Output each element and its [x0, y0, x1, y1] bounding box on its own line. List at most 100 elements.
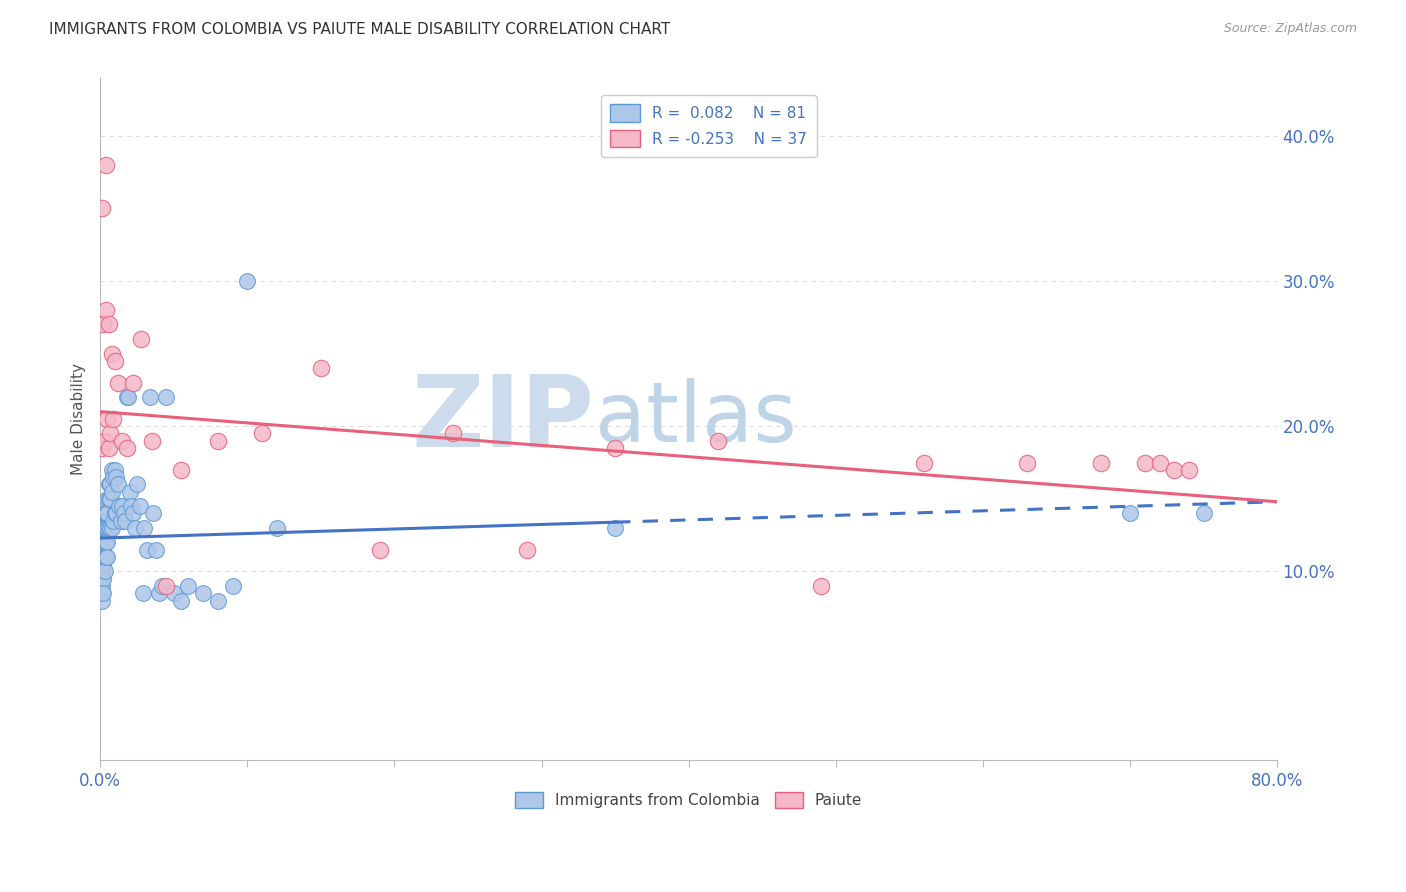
Point	[142, 507, 165, 521]
Point	[177, 579, 200, 593]
Point	[91, 586, 114, 600]
Point	[605, 521, 627, 535]
Point	[101, 484, 124, 499]
Point	[93, 565, 115, 579]
Point	[100, 521, 122, 535]
Point	[120, 499, 142, 513]
Point	[155, 390, 177, 404]
Point	[221, 579, 243, 593]
Point	[108, 499, 131, 513]
Point	[93, 507, 115, 521]
Point	[104, 353, 127, 368]
Point	[96, 507, 118, 521]
Point	[97, 521, 120, 535]
Point	[94, 535, 117, 549]
Y-axis label: Male Disability: Male Disability	[72, 363, 86, 475]
Point	[121, 507, 143, 521]
Point	[90, 586, 112, 600]
Point	[101, 463, 124, 477]
Point	[105, 507, 128, 521]
Text: IMMIGRANTS FROM COLOMBIA VS PAIUTE MALE DISABILITY CORRELATION CHART: IMMIGRANTS FROM COLOMBIA VS PAIUTE MALE …	[49, 22, 671, 37]
Point	[93, 434, 115, 448]
Point	[97, 318, 120, 332]
Point	[1178, 463, 1201, 477]
Point	[90, 549, 112, 564]
Point	[90, 593, 112, 607]
Point	[111, 434, 134, 448]
Point	[131, 332, 153, 346]
Point	[101, 346, 124, 360]
Point	[96, 549, 118, 564]
Point	[90, 542, 112, 557]
Point	[94, 549, 117, 564]
Point	[97, 491, 120, 506]
Point	[134, 521, 156, 535]
Point	[117, 390, 139, 404]
Point	[810, 579, 832, 593]
Point	[236, 274, 259, 288]
Point	[91, 542, 114, 557]
Point	[104, 507, 127, 521]
Point	[150, 579, 173, 593]
Point	[91, 521, 114, 535]
Point	[132, 586, 155, 600]
Point	[90, 558, 112, 572]
Point	[107, 376, 129, 390]
Point	[96, 535, 118, 549]
Point	[90, 441, 112, 455]
Point	[115, 390, 138, 404]
Point	[96, 412, 118, 426]
Point	[1017, 456, 1039, 470]
Point	[707, 434, 730, 448]
Point	[145, 542, 167, 557]
Point	[90, 201, 112, 215]
Point	[207, 434, 229, 448]
Legend: Immigrants from Colombia, Paiute: Immigrants from Colombia, Paiute	[509, 786, 869, 814]
Point	[112, 507, 135, 521]
Point	[170, 593, 193, 607]
Text: Source: ZipAtlas.com: Source: ZipAtlas.com	[1223, 22, 1357, 36]
Point	[105, 470, 128, 484]
Point	[912, 456, 935, 470]
Point	[90, 572, 112, 586]
Point	[91, 535, 114, 549]
Point	[1192, 507, 1215, 521]
Point	[90, 528, 112, 542]
Point	[128, 499, 150, 513]
Point	[90, 535, 112, 549]
Text: atlas: atlas	[595, 378, 796, 459]
Point	[368, 542, 391, 557]
Point	[111, 499, 134, 513]
Point	[97, 477, 120, 491]
Point	[1149, 456, 1171, 470]
Point	[207, 593, 229, 607]
Point	[91, 318, 114, 332]
Point	[1090, 456, 1112, 470]
Point	[118, 484, 141, 499]
Point	[103, 514, 125, 528]
Point	[155, 579, 177, 593]
Point	[93, 521, 115, 535]
Point	[94, 507, 117, 521]
Point	[1133, 456, 1156, 470]
Point	[309, 361, 332, 376]
Point	[90, 579, 112, 593]
Point	[124, 521, 146, 535]
Point	[191, 586, 214, 600]
Point	[100, 491, 122, 506]
Point	[141, 434, 163, 448]
Point	[94, 158, 117, 172]
Point	[104, 463, 127, 477]
Point	[1119, 507, 1142, 521]
Point	[170, 463, 193, 477]
Point	[605, 441, 627, 455]
Point	[103, 412, 125, 426]
Point	[266, 521, 288, 535]
Point	[93, 549, 115, 564]
Point	[516, 542, 538, 557]
Point	[148, 586, 170, 600]
Point	[90, 521, 112, 535]
Point	[121, 376, 143, 390]
Point	[91, 558, 114, 572]
Point	[97, 441, 120, 455]
